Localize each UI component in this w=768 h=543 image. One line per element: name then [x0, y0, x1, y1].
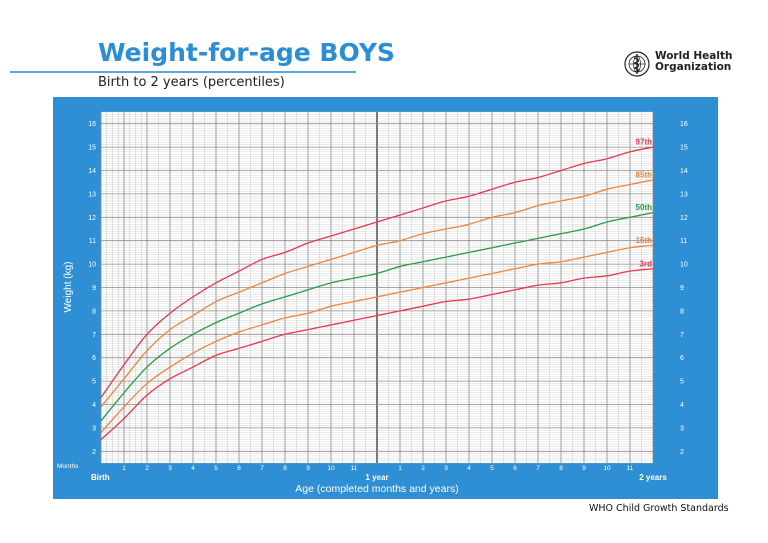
y-tick-label: 11	[680, 238, 687, 245]
y-tick-label: 14	[680, 168, 688, 175]
x-unit-label: Months	[57, 463, 79, 470]
x-tick-label: 1	[398, 465, 402, 472]
x-tick-label: 6	[513, 465, 517, 472]
percentile-curves	[100, 146, 654, 441]
series-label-50th: 50th	[636, 203, 653, 212]
x-tick-label: 8	[559, 465, 563, 472]
series-line-50th	[100, 211, 654, 422]
y-tick-label: 5	[92, 379, 96, 386]
series-label-97th: 97th	[636, 138, 653, 147]
series-label-3rd: 3rd	[640, 259, 653, 268]
y-tick-label: 10	[680, 262, 688, 269]
y-axis-right: 2 3 4 5 6 7 8 9 10 11 12 13 14 15 16	[680, 121, 688, 456]
y-tick-label: 13	[680, 191, 688, 198]
y-tick-label: 15	[88, 145, 96, 152]
y-tick-label: 6	[680, 355, 684, 362]
x-axis-title: Age (completed months and years)	[295, 483, 458, 495]
x-tick-label: 4	[191, 465, 195, 472]
organization-name-line1: World Health	[655, 50, 733, 62]
x-tick-label: 4	[467, 465, 471, 472]
x-tick-label: 11	[351, 465, 358, 472]
x-tick-label: 1	[122, 465, 126, 472]
x-tick-label-major: Birth	[91, 473, 110, 482]
y-tick-label: 6	[92, 355, 96, 362]
y-tick-label: 12	[680, 215, 688, 222]
y-tick-label: 15	[680, 145, 688, 152]
series-label-85th: 85th	[636, 170, 653, 179]
who-emblem-icon	[624, 51, 650, 77]
y-tick-label: 8	[680, 308, 684, 315]
x-tick-label: 9	[306, 465, 310, 472]
series-line-85th	[100, 179, 654, 408]
x-tick-label: 7	[536, 465, 540, 472]
x-tick-label: 10	[603, 465, 611, 472]
y-tick-label: 11	[89, 238, 96, 245]
x-tick-label: 2	[421, 465, 425, 472]
y-tick-label: 4	[680, 402, 684, 409]
y-tick-label: 8	[92, 308, 96, 315]
organization-name-line2: Organization	[655, 61, 732, 73]
y-tick-label: 7	[680, 332, 684, 339]
x-tick-label: 3	[168, 465, 172, 472]
y-tick-label: 16	[88, 121, 96, 128]
series-line-97th	[100, 146, 654, 398]
x-tick-label: 6	[237, 465, 241, 472]
x-tick-label-major: 1 year	[365, 473, 388, 482]
y-tick-label: 5	[680, 379, 684, 386]
y-tick-label: 3	[92, 425, 96, 432]
y-tick-label: 10	[88, 262, 96, 269]
y-tick-label: 4	[92, 402, 96, 409]
title-underline	[10, 71, 356, 73]
y-tick-label: 16	[680, 121, 688, 128]
chart-subtitle: Birth to 2 years (percentiles)	[98, 75, 285, 90]
x-tick-label: 8	[283, 465, 287, 472]
y-axis-title: Weight (kg)	[63, 262, 74, 313]
x-tick-label: 5	[214, 465, 218, 472]
x-tick-label: 3	[444, 465, 448, 472]
y-tick-label: 9	[92, 285, 96, 292]
x-tick-label-major: 2 years	[639, 473, 667, 482]
x-tick-label: 7	[260, 465, 264, 472]
percentile-labels: 97th 85th 50th 15th 3rd	[636, 138, 653, 269]
series-label-15th: 15th	[636, 236, 653, 245]
y-tick-label: 2	[680, 449, 684, 456]
series-line-3rd	[100, 268, 654, 441]
y-tick-label: 7	[92, 332, 96, 339]
x-tick-label: 11	[627, 465, 634, 472]
footer-credit: WHO Child Growth Standards	[589, 503, 729, 514]
y-tick-label: 9	[680, 285, 684, 292]
organization-name: World Health Organization	[655, 51, 732, 73]
y-axis-left: 2 3 4 5 6 7 8 9 10 11 12 13 14 15 16	[88, 121, 96, 456]
x-tick-label: 9	[582, 465, 586, 472]
series-line-15th	[100, 244, 654, 434]
y-tick-label: 14	[88, 168, 96, 175]
x-tick-label: 2	[145, 465, 149, 472]
x-tick-label: 5	[490, 465, 494, 472]
y-tick-label: 2	[92, 449, 96, 456]
chart-title: Weight-for-age BOYS	[98, 38, 395, 67]
x-tick-label: 10	[327, 465, 335, 472]
y-tick-label: 13	[88, 191, 96, 198]
y-tick-label: 12	[88, 215, 96, 222]
y-tick-label: 3	[680, 425, 684, 432]
